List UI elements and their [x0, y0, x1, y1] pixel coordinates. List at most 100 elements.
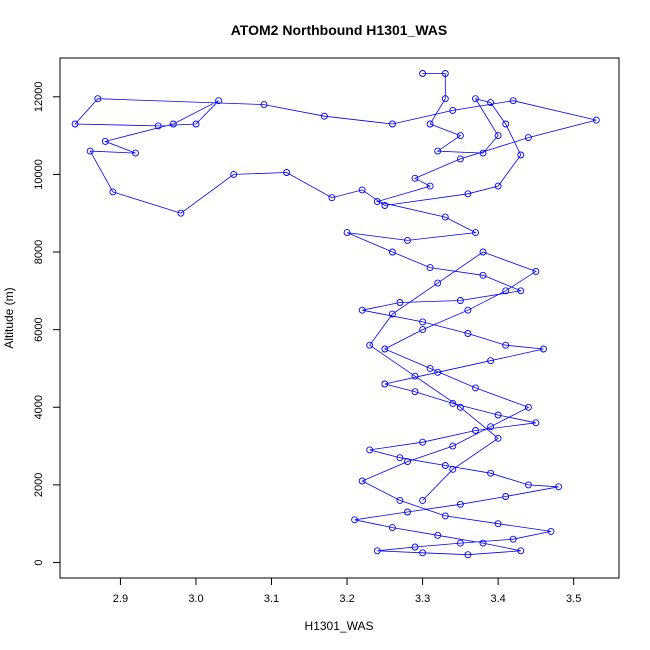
data-point	[532, 267, 540, 275]
data-point	[343, 229, 351, 237]
x-tick-label: 3.4	[490, 593, 505, 605]
data-point	[517, 547, 525, 555]
data-point	[404, 508, 411, 516]
data-point	[532, 419, 540, 427]
data-point	[487, 423, 495, 431]
data-point	[351, 516, 359, 524]
y-tick-label: 2000	[33, 473, 45, 497]
series-group	[71, 70, 600, 559]
data-point	[540, 345, 547, 353]
data-point	[464, 306, 472, 314]
data-point	[441, 70, 449, 77]
data-point	[441, 213, 449, 221]
data-point	[509, 535, 517, 543]
data-point	[358, 477, 366, 485]
data-point	[487, 357, 495, 365]
x-tick-label: 3.2	[339, 593, 354, 605]
data-point	[426, 120, 434, 128]
data-point	[426, 364, 434, 372]
data-point	[441, 95, 449, 103]
data-point	[94, 95, 102, 103]
data-point	[109, 188, 117, 196]
data-point	[502, 493, 510, 500]
data-point	[283, 169, 291, 176]
data-point	[464, 190, 472, 198]
x-axis: 2.9 3.0 3.1 3.2 3.3 3.4 3.5	[113, 577, 581, 605]
data-point	[101, 137, 109, 145]
data-point	[71, 120, 79, 128]
data-point	[449, 442, 457, 450]
data-point	[396, 496, 404, 504]
data-point	[381, 345, 389, 353]
data-point	[86, 147, 94, 155]
data-point	[487, 469, 495, 477]
data-point	[434, 368, 442, 376]
data-point	[524, 403, 532, 411]
data-point	[434, 147, 442, 155]
data-point	[411, 388, 419, 396]
data-point	[388, 310, 396, 318]
data-point	[494, 132, 502, 140]
data-point	[411, 174, 419, 182]
data-point	[456, 155, 464, 163]
data-point	[472, 384, 479, 392]
data-point	[192, 120, 200, 128]
x-tick-label: 3.1	[264, 593, 279, 605]
data-point	[524, 481, 532, 489]
data-point	[404, 458, 411, 466]
data-point	[411, 372, 419, 380]
data-point	[456, 539, 464, 547]
data-point	[456, 297, 464, 304]
data-point	[547, 527, 555, 535]
data-point	[456, 132, 464, 140]
data-point	[449, 399, 457, 407]
data-point	[472, 229, 479, 237]
data-point	[396, 454, 404, 462]
data-point	[419, 496, 427, 504]
data-point	[464, 551, 472, 559]
data-point	[388, 524, 396, 532]
data-point	[456, 500, 464, 508]
data-point	[479, 149, 487, 157]
data-point	[215, 97, 223, 105]
y-tick-label: 8000	[33, 240, 45, 264]
data-point	[154, 122, 162, 130]
data-point	[479, 539, 487, 547]
data-point	[509, 97, 517, 105]
data-point	[592, 116, 600, 124]
y-tick-label: 6000	[33, 317, 45, 341]
data-point	[464, 330, 472, 337]
data-point	[487, 99, 495, 107]
data-point	[434, 531, 442, 539]
data-point	[396, 299, 404, 306]
x-axis-label: H1301_WAS	[305, 619, 374, 633]
data-point	[358, 306, 366, 314]
x-tick-label: 3.0	[188, 593, 203, 605]
data-point	[502, 120, 510, 128]
data-point	[426, 182, 434, 190]
data-point	[555, 483, 563, 491]
data-point	[388, 248, 396, 256]
y-tick-label: 12000	[33, 82, 45, 113]
x-tick-label: 2.9	[113, 593, 128, 605]
data-point	[494, 434, 502, 442]
x-tick-label: 3.3	[415, 593, 430, 605]
data-point	[260, 101, 268, 109]
data-point	[419, 549, 427, 557]
data-point	[494, 411, 502, 419]
data-point	[494, 182, 502, 190]
data-point	[434, 279, 442, 287]
data-point	[517, 151, 525, 159]
data-point	[373, 198, 381, 206]
data-point	[517, 287, 525, 295]
data-point	[230, 170, 238, 178]
data-point	[381, 380, 389, 388]
data-point	[419, 326, 427, 334]
data-point	[381, 202, 389, 209]
data-point	[177, 209, 185, 217]
data-point	[472, 95, 479, 103]
data-point	[441, 462, 449, 469]
y-tick-label: 0	[33, 559, 45, 565]
data-point	[441, 512, 449, 520]
